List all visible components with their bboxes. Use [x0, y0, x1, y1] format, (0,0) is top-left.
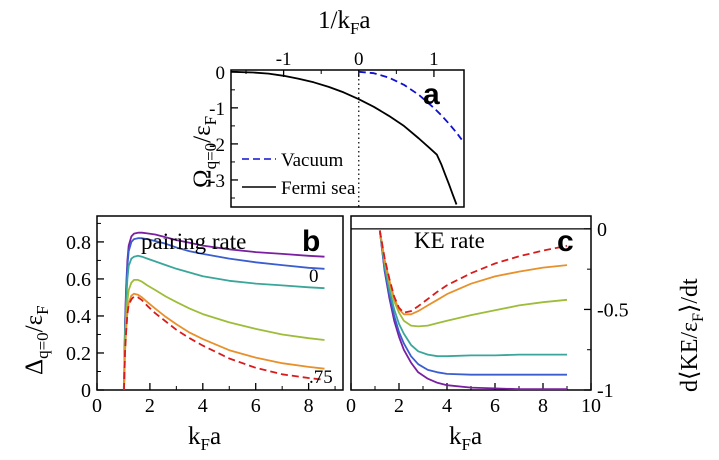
- panel-b-y-label-mid: /ε: [21, 315, 48, 332]
- panel-a-y-tick-label: -2: [209, 135, 225, 156]
- panel-a-frame: [230, 69, 465, 208]
- panel-a-y-tick-label: 0: [216, 63, 226, 84]
- panel-c-x-axis-label: kFa: [449, 423, 482, 454]
- panel-c-y-axis-label: d⟨KE/εF⟩/dt: [677, 278, 707, 392]
- panel-c-series-1: [378, 230, 567, 376]
- panel-b-y-label-sub2: F: [33, 305, 52, 314]
- panel-a-top-axis-label-main: 1/k: [318, 7, 350, 34]
- panel-c-y-tick-label: -0.5: [597, 299, 629, 321]
- panel-c-series-5: [378, 230, 568, 314]
- panel-b-series-1: [123, 237, 325, 391]
- panel-c-y-label-pre: d⟨KE/ε: [677, 322, 703, 392]
- panel-c-y-label-sub: F: [690, 313, 707, 322]
- panel-a-y-tick-label: -1: [209, 99, 225, 120]
- panel-a-top-axis-label-sub: F: [350, 19, 359, 38]
- panel-b-y-tick-label: 0.2: [66, 343, 91, 365]
- panel-c-y-tick-label: -1: [597, 380, 614, 402]
- panel-c-x-label-sub: F: [462, 435, 471, 454]
- panel-b-y-label-main: Δ: [21, 359, 48, 375]
- panel-c-title: KE rate: [414, 228, 485, 253]
- panel-a-plot-area: -1 0 1 0 -1 -2 -3: [209, 49, 463, 207]
- legend-vacuum-label: Vacuum: [281, 150, 343, 171]
- panel-b-series-0: [123, 231, 325, 391]
- panel-c-y-tick-label: 0: [597, 219, 607, 241]
- panel-b-plot-area: 0 2 4 6 8 0 0.2 0.4 0.6 0.8: [66, 222, 336, 417]
- panel-c-tag: c: [557, 225, 574, 258]
- panel-c-y-label-tail: ⟩/dt: [677, 278, 703, 313]
- panel-b-y-axis-label: Δq=0/εF: [21, 305, 52, 375]
- panel-b-tag: b: [302, 225, 320, 258]
- panel-b-y-tick-label: 0: [81, 380, 91, 402]
- panel-b-series-2: [123, 254, 325, 391]
- panel-a-y-label-sub: q=0: [201, 143, 220, 170]
- panel-a-x-tick-label: 1: [429, 49, 439, 70]
- panel-a-series-vacuum: [358, 70, 463, 141]
- panel-b-x-tick-label: 0: [92, 395, 102, 417]
- panel-a-y-tick-label: -3: [209, 171, 225, 192]
- panel-b-x-tick-label: 8: [304, 395, 314, 417]
- panel-c-x-tick-label: 8: [538, 395, 548, 417]
- panel-b-y-tick-label: 0.8: [66, 232, 91, 254]
- panel-b-y-tick-label: 0.4: [66, 306, 91, 328]
- panel-b-x-tick-label: 6: [251, 395, 261, 417]
- panel-b-y-tick-label: 0.6: [66, 269, 91, 291]
- panel-b-series-3: [123, 278, 325, 391]
- panel-a-x-tick-label: 0: [354, 49, 364, 70]
- panel-a-top-axis-label-tail: a: [359, 7, 370, 34]
- panel-b-x-axis-label: kFa: [188, 423, 221, 454]
- panel-c-x-tick-label: 0: [346, 395, 356, 417]
- panel-a-y-label-sub2: F: [201, 116, 220, 125]
- panel-c-x-tick-label: 4: [442, 395, 452, 417]
- panel-b-x-tick-label: 4: [198, 395, 208, 417]
- panel-a-y-label-mid: /ε: [189, 125, 216, 142]
- panel-c-series-2: [378, 230, 567, 358]
- panel-b-annotation-top: 0: [309, 266, 319, 287]
- panel-b-x-label-main: k: [188, 423, 201, 450]
- panel-b-frame: [96, 215, 344, 391]
- panel-c-x-tick-label: 10: [581, 395, 601, 417]
- panel-b-y-label-sub: q=0: [33, 332, 52, 359]
- legend-fermi-label: Fermi sea: [281, 178, 356, 199]
- panel-b-x-label-sub: F: [201, 435, 210, 454]
- panel-a-y-label-main: Ω: [189, 169, 216, 188]
- panel-b-annotation-bottom: .75: [309, 367, 333, 388]
- panel-c-x-tick-label: 6: [490, 395, 500, 417]
- panel-c-x-label-tail: a: [471, 423, 482, 450]
- panel-b-series-5: [123, 295, 325, 391]
- panel-a-x-tick-label: -1: [276, 49, 292, 70]
- panel-b-x-tick-label: 2: [145, 395, 155, 417]
- panel-a-y-axis-label: Ωq=0/εF: [189, 116, 220, 188]
- panel-a-series-fermi-sea: [230, 70, 458, 205]
- panel-a-tag: a: [423, 78, 440, 111]
- panel-a-top-axis-label: 1/kFa: [318, 7, 371, 38]
- panel-c-x-label-main: k: [449, 423, 462, 450]
- panel-c-x-tick-label: 2: [394, 395, 404, 417]
- panel-b-x-label-tail: a: [210, 423, 221, 450]
- panel-b-title: pairing rate: [141, 229, 246, 254]
- panel-c-series-0: [378, 230, 567, 391]
- panel-c-plot-area: 0 2 4 6 8 10 0 -0.5 -1: [346, 219, 629, 417]
